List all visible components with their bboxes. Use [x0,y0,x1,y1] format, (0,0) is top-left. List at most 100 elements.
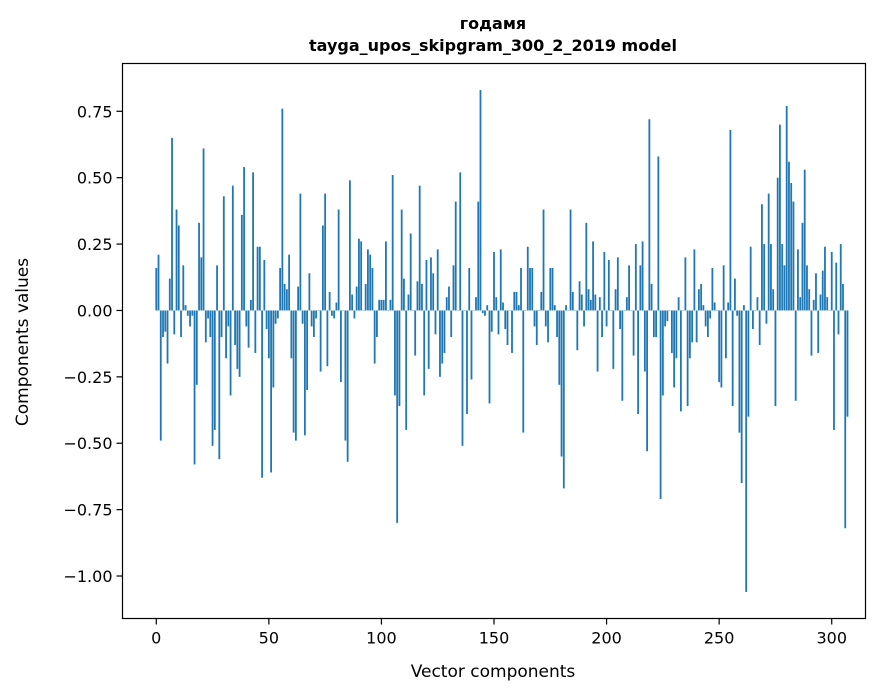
bar [330,310,333,316]
bar [344,310,347,441]
bar [679,310,682,412]
bar [824,246,826,311]
x-axis-label: Vector components [411,662,576,682]
bar [337,209,340,311]
bar [441,310,444,364]
bar [743,305,745,311]
bar [781,244,784,311]
bar [506,310,509,345]
bar [542,209,545,311]
bar [430,257,432,311]
bar [772,289,775,311]
bar [391,175,394,311]
bar [294,310,297,441]
bar [324,193,327,311]
bar [407,294,410,311]
y-axis-label: Components values [13,258,33,426]
bar [421,283,423,311]
bar [200,257,203,311]
bar [220,310,223,338]
bar [792,201,795,311]
bar [171,137,173,311]
bar [565,305,567,311]
bar [598,297,601,311]
bar [700,283,703,311]
bar [734,278,736,311]
bar [736,310,739,316]
bar [821,270,824,311]
bar [159,310,162,441]
bar [659,310,662,499]
bar [328,291,331,311]
bar [162,310,164,338]
bar [423,310,426,396]
bar [540,291,543,311]
bar [551,267,554,311]
bar [380,299,383,311]
bar [529,267,531,311]
bar [218,310,221,460]
bar [684,257,687,311]
plot-frame [121,62,867,620]
bar [405,310,408,430]
bar [168,278,171,311]
bar [535,310,538,345]
bar [481,310,484,314]
chart-subtitle: tayga_upos_skipgram_300_2_2019 model [309,36,677,55]
bar [403,278,405,311]
bar [436,249,439,311]
bar [585,222,588,311]
bar [785,105,788,311]
bar [686,310,689,407]
bar [576,310,579,351]
bar [677,297,680,311]
bar [605,310,608,327]
bar [522,310,525,433]
bar [398,310,401,407]
bar [484,310,486,316]
bar [583,310,585,327]
bar [808,289,811,311]
bar [459,172,462,311]
bar [389,299,392,311]
bar [846,310,849,417]
bar [173,310,176,335]
bar [806,265,808,311]
bar [488,310,491,404]
bar [830,252,833,311]
bar [308,273,311,311]
bar [299,193,302,311]
bar [319,310,322,372]
bar [258,246,261,311]
bar [274,310,277,324]
bar [587,289,590,311]
bar [432,273,435,311]
bar [799,297,802,311]
bar [839,244,842,311]
bar [794,310,797,401]
bar [837,310,840,335]
bar [697,289,700,311]
bar [533,310,536,327]
bar [499,249,502,311]
bar [276,310,279,319]
bar [211,310,214,446]
bar [180,310,182,338]
chart-title: годамя [460,14,526,33]
bar [495,297,498,311]
bar [801,222,804,311]
bar [722,265,725,311]
x-tick-label: 300 [816,629,847,648]
bar [479,90,482,311]
bar [267,310,270,359]
bar [637,310,639,415]
bar [285,289,288,311]
bar [628,265,630,311]
bar [502,302,504,311]
bar [670,310,673,353]
bar [711,267,714,311]
bar [222,196,225,311]
bar [614,289,617,311]
bar [504,310,507,330]
bar [493,252,495,311]
